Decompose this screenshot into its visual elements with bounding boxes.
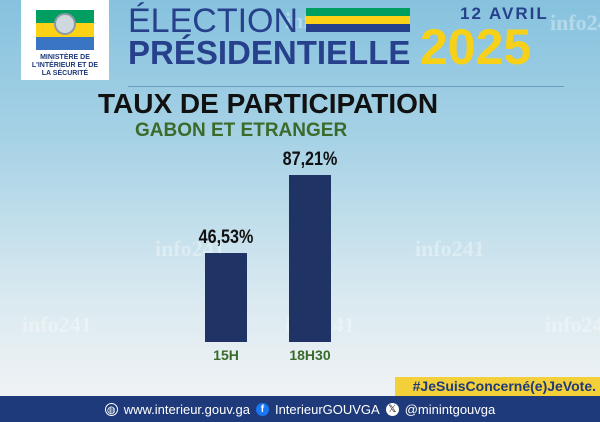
facebook-icon: f	[255, 402, 269, 416]
value-label: 46,53%	[198, 226, 254, 248]
watermark: info241	[415, 236, 485, 261]
category-label: 18H30	[289, 347, 331, 363]
chart-title: TAUX DE PARTICIPATION	[98, 88, 439, 119]
ministry-logo: MINISTÈRE DE L'INTÉRIEUR ET DE LA SÉCURI…	[21, 0, 109, 80]
x-icon: 𝕏	[385, 402, 399, 416]
election-date: 12 AVRIL	[460, 4, 549, 23]
logo-text-line: LA SÉCURITÉ	[41, 70, 89, 77]
election-year: 2025	[420, 19, 532, 75]
header-line1: ÉLECTION	[128, 2, 299, 40]
gabon-flag-icon	[36, 10, 94, 50]
logo-text-line: MINISTÈRE DE	[40, 54, 90, 61]
header-line2: PRÉSIDENTIELLE	[128, 34, 411, 71]
bar-18H30	[289, 174, 331, 342]
footer: ◍ www.interieur.gouv.ga f InterieurGOUVG…	[0, 396, 600, 422]
divider	[128, 86, 564, 87]
watermark: info241	[22, 312, 92, 337]
watermark: info241	[545, 312, 600, 337]
value-label: 87,21%	[282, 148, 338, 170]
hashtag-banner: #JeSuisConcerné(e)JeVote.	[395, 377, 600, 396]
watermark: info241	[550, 10, 600, 35]
facebook-link[interactable]: InterieurGOUVGA	[274, 401, 380, 417]
globe-icon: ◍	[104, 402, 118, 416]
bar-15H	[205, 252, 247, 342]
category-label: 15H	[213, 347, 239, 363]
gabon-flag-icon	[306, 8, 410, 32]
x-link[interactable]: @minintgouvga	[404, 401, 496, 417]
seal-icon	[54, 13, 76, 35]
logo-text-line: L'INTÉRIEUR ET DE	[31, 62, 99, 69]
chart-subtitle: GABON ET ETRANGER	[135, 120, 348, 141]
website-link[interactable]: www.interieur.gouv.ga	[123, 401, 250, 417]
